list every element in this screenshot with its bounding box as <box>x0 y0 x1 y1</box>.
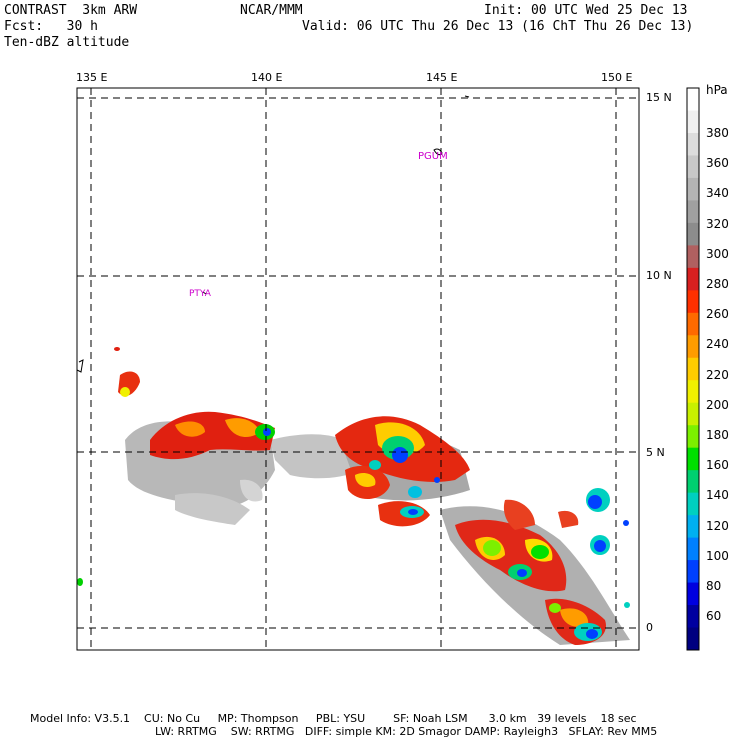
echo-blue-7 <box>408 509 418 515</box>
colorbar-unit: hPa <box>706 83 728 97</box>
colorbar-tick-label: 140 <box>706 488 729 503</box>
station-pgum: PGUM <box>418 151 448 162</box>
echo-grey-fringe <box>240 479 263 502</box>
colorbar-swatch <box>687 200 699 224</box>
colorbar-swatch <box>687 132 699 156</box>
echo-blue-2 <box>392 447 408 463</box>
echo-layer <box>77 347 630 645</box>
footer-physics-info: LW: RRTMG SW: RRTMG DIFF: simple KM: 2D … <box>155 725 658 738</box>
echo-green-13 <box>549 603 561 613</box>
map-frame <box>76 87 640 651</box>
colorbar <box>686 87 700 651</box>
coastline-layer <box>76 95 470 373</box>
colorbar-tick-label: 320 <box>706 216 729 231</box>
echo-blue-1 <box>263 428 271 436</box>
echo-blue-8 <box>623 520 629 526</box>
colorbar-tick-label: 100 <box>706 548 729 563</box>
lon-label-150: 150 E <box>601 71 633 84</box>
echo-orange-7 <box>560 608 589 627</box>
colorbar-swatch <box>687 560 699 584</box>
colorbar-swatch <box>687 290 699 314</box>
lat-lon-grid <box>77 88 639 650</box>
echo-red-cell-5 <box>558 510 579 528</box>
echo-orange-1 <box>175 421 205 437</box>
lon-label-145: 145 E <box>426 71 458 84</box>
echo-blue-3 <box>588 495 602 509</box>
colorbar-swatch <box>687 402 699 426</box>
colorbar-swatch <box>687 335 699 359</box>
echo-blue-9 <box>434 477 440 483</box>
colorbar-tick-label: 60 <box>706 609 722 624</box>
echo-orange-4 <box>355 473 376 487</box>
colorbar-tick-label: 220 <box>706 367 729 382</box>
island-palau <box>76 359 84 373</box>
echo-red-small <box>114 347 120 351</box>
colorbar-swatch <box>687 425 699 449</box>
echo-grey-south <box>175 493 250 525</box>
colorbar-swatch <box>687 605 699 629</box>
station-ptya: PTYA <box>189 289 211 299</box>
island-north <box>464 95 470 98</box>
colorbar-swatch <box>687 155 699 179</box>
island-guam <box>433 148 443 156</box>
field-name: Ten-dBZ altitude <box>4 35 130 50</box>
colorbar-swatch <box>687 88 699 111</box>
island-yap <box>202 291 207 295</box>
center-name: NCAR/MMM <box>240 3 303 18</box>
colorbar-swatch <box>687 222 699 246</box>
colorbar-swatch <box>687 245 699 269</box>
echo-green-14 <box>77 578 83 586</box>
colorbar-swatch <box>687 537 699 561</box>
colorbar-tick-label: 180 <box>706 428 729 442</box>
colorbar-swatch <box>687 177 699 201</box>
colorbar-tick-label: 380 <box>706 126 729 140</box>
echo-green-4 <box>531 545 549 559</box>
echo-red-cell-4 <box>503 499 535 530</box>
colorbar-swatch <box>687 357 699 381</box>
lon-label-140: 140 E <box>251 71 283 84</box>
valid-time: Valid: 06 UTC Thu 26 Dec 13 (16 ChT Thu … <box>302 19 694 34</box>
colorbar-tick-label: 300 <box>706 246 729 261</box>
lat-label-5n: 5 N <box>646 446 665 459</box>
echo-green-12 <box>120 387 130 397</box>
colorbar-swatch <box>687 267 699 291</box>
echo-orange-2 <box>225 418 260 437</box>
lat-label-0: 0 <box>646 621 653 634</box>
lat-label-15n: 15 N <box>646 91 672 104</box>
colorbar-swatch <box>687 380 699 404</box>
echo-grey-mid <box>270 434 360 479</box>
colorbar-swatch <box>687 582 699 606</box>
colorbar-swatch <box>687 110 699 134</box>
echo-blue-5 <box>517 569 527 577</box>
colorbar-tick-label: 360 <box>706 156 729 171</box>
model-title: CONTRAST 3km ARW <box>4 3 138 18</box>
colorbar-swatch <box>687 470 699 494</box>
footer-model-info: Model Info: V3.5.1 CU: No Cu MP: Thompso… <box>30 712 637 725</box>
colorbar-swatch <box>687 312 699 336</box>
colorbar-swatch <box>687 627 699 651</box>
colorbar-swatch <box>687 515 699 539</box>
colorbar-swatch <box>687 492 699 516</box>
lat-label-10n: 10 N <box>646 269 672 282</box>
colorbar-tick-label: 80 <box>706 579 722 593</box>
colorbar-frame <box>686 87 700 651</box>
colorbar-tick-label: 240 <box>706 337 729 352</box>
echo-green-11 <box>369 460 381 470</box>
echo-blue-6 <box>586 629 598 639</box>
colorbar-tick-label: 340 <box>706 186 729 201</box>
lon-label-135: 135 E <box>76 71 108 84</box>
init-time: Init: 00 UTC Wed 25 Dec 13 <box>484 3 688 18</box>
colorbar-swatch <box>687 447 699 471</box>
colorbar-tick-label: 120 <box>706 518 729 533</box>
echo-blue-4 <box>594 540 606 552</box>
echo-green-10 <box>408 486 422 498</box>
colorbar-tick-label: 280 <box>706 277 729 291</box>
echo-green-3 <box>483 540 501 556</box>
forecast-hour: Fcst: 30 h <box>4 19 98 34</box>
colorbar-tick-label: 160 <box>706 458 729 473</box>
colorbar-tick-label: 200 <box>706 397 729 412</box>
colorbar-tick-label: 260 <box>706 307 729 322</box>
echo-cyan-10 <box>624 602 630 608</box>
